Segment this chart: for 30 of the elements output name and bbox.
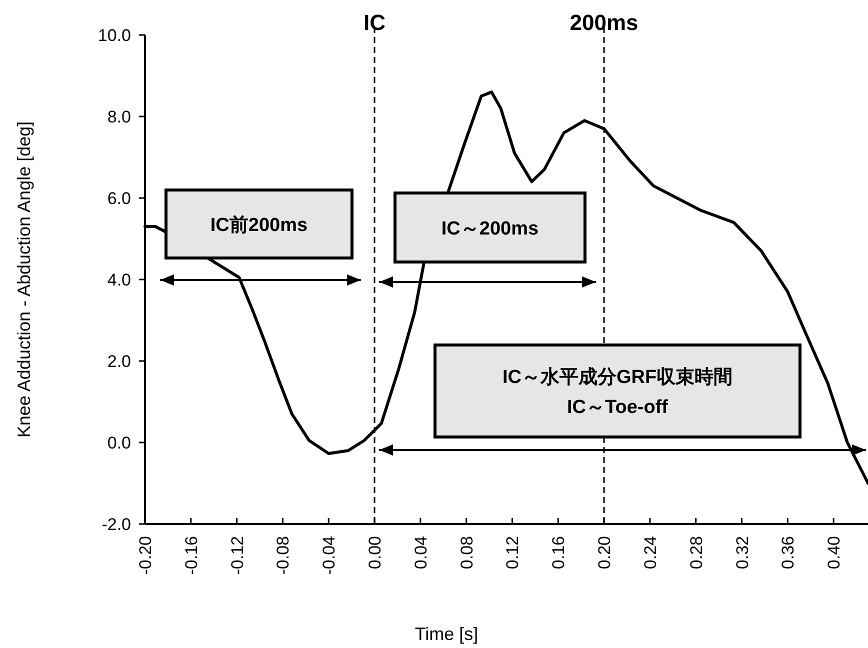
x-tick-label: 0.04 xyxy=(411,536,430,570)
y-tick-label: -2.0 xyxy=(102,515,131,534)
y-tick-label: 4.0 xyxy=(107,270,131,290)
x-tick-label: -0.16 xyxy=(182,536,201,575)
y-tick-label: 6.0 xyxy=(107,189,131,208)
x-tick-label: -0.12 xyxy=(228,536,247,575)
x-tick-label: 0.20 xyxy=(595,536,614,570)
x-tick-label: 0.12 xyxy=(503,536,522,570)
x-tick-label: 0.16 xyxy=(549,536,568,570)
x-axis-title: Time [s] xyxy=(414,624,478,644)
y-tick-label: 0.0 xyxy=(107,434,131,452)
ref-line-label: 200ms xyxy=(570,10,638,35)
y-tick-label: 10.0 xyxy=(98,26,131,45)
x-tick-label: -0.20 xyxy=(136,536,155,575)
x-tick-label: 0.24 xyxy=(640,536,660,570)
annotation: IC～200ms xyxy=(441,218,539,240)
x-tick-label: 0.40 xyxy=(824,536,844,570)
y-axis-title: Knee Adduction - Abduction Angle [deg] xyxy=(14,121,34,438)
y-tick-label: 2.0 xyxy=(107,352,131,371)
x-tick-label: -0.08 xyxy=(274,536,293,575)
x-tick-label: 0.28 xyxy=(686,536,706,570)
x-tick-label: 0.00 xyxy=(366,536,385,570)
annotation: IC～水平成分GRF収束時間 IC～Toe-off xyxy=(502,367,733,418)
y-tick-label: 8.0 xyxy=(107,108,131,126)
x-tick-label: 0.36 xyxy=(778,536,798,570)
annotation: IC前200ms xyxy=(210,215,308,236)
x-tick-label: 0.08 xyxy=(457,536,476,570)
ref-line-label: IC xyxy=(364,10,386,35)
x-tick-label: -0.04 xyxy=(320,536,339,575)
x-tick-label: 0.32 xyxy=(732,536,752,570)
